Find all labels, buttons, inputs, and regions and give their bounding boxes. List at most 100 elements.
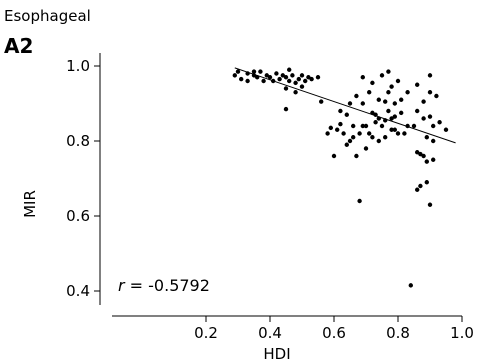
data-point bbox=[293, 80, 298, 86]
data-point bbox=[370, 110, 375, 116]
data-point bbox=[296, 76, 301, 82]
data-point bbox=[341, 131, 346, 136]
data-point bbox=[386, 69, 391, 74]
data-point bbox=[437, 120, 442, 125]
data-point bbox=[264, 73, 269, 78]
data-point bbox=[267, 75, 273, 80]
data-point bbox=[280, 73, 285, 78]
data-point bbox=[360, 101, 365, 106]
data-point bbox=[232, 73, 237, 78]
data-point bbox=[335, 127, 340, 132]
data-point bbox=[421, 153, 426, 159]
data-point bbox=[370, 80, 375, 86]
y-tick-label: 0.6 bbox=[66, 207, 90, 225]
data-point bbox=[344, 112, 349, 117]
data-point bbox=[277, 76, 282, 82]
data-point bbox=[351, 135, 356, 140]
data-point bbox=[389, 116, 394, 121]
data-point bbox=[325, 131, 330, 136]
data-point bbox=[245, 78, 250, 84]
data-point bbox=[418, 183, 423, 189]
data-point bbox=[338, 121, 343, 127]
data-point bbox=[344, 142, 349, 147]
x-tick-label: 1.0 bbox=[450, 324, 474, 342]
y-tick-label: 0.8 bbox=[66, 132, 90, 150]
data-point bbox=[405, 123, 410, 129]
data-point bbox=[357, 131, 362, 136]
data-point bbox=[392, 114, 397, 119]
data-point bbox=[427, 202, 433, 207]
data-point bbox=[405, 90, 410, 95]
data-point bbox=[411, 123, 417, 129]
y-tick-label: 1.0 bbox=[66, 57, 90, 75]
data-point bbox=[347, 138, 353, 144]
data-point bbox=[402, 131, 407, 136]
x-ticks: 0.2 0.4 0.6 0.8 1.0 bbox=[194, 316, 474, 342]
x-axis-label: HDI bbox=[263, 345, 290, 361]
data-point bbox=[258, 69, 263, 74]
data-point bbox=[239, 76, 244, 82]
data-point bbox=[287, 78, 292, 84]
data-point bbox=[376, 97, 381, 102]
data-point bbox=[251, 69, 257, 74]
data-point bbox=[354, 153, 359, 159]
data-point bbox=[383, 99, 388, 104]
data-point bbox=[389, 84, 394, 89]
y-ticks: 0.4 0.6 0.8 1.0 bbox=[66, 57, 100, 300]
x-tick-label: 0.4 bbox=[258, 324, 282, 342]
data-point bbox=[421, 116, 426, 121]
data-point bbox=[373, 120, 378, 125]
y-tick-label: 0.4 bbox=[66, 282, 90, 300]
data-point bbox=[431, 138, 436, 144]
data-point bbox=[389, 127, 394, 132]
data-point bbox=[245, 71, 250, 76]
data-point bbox=[392, 127, 397, 132]
data-point bbox=[255, 75, 260, 80]
data-point bbox=[287, 67, 292, 72]
chart-subtitle: Esophageal bbox=[4, 7, 91, 25]
data-point bbox=[315, 75, 321, 80]
data-point bbox=[363, 146, 369, 151]
data-point bbox=[427, 73, 433, 78]
data-point bbox=[427, 114, 433, 119]
r-symbol: r bbox=[118, 276, 126, 295]
data-point bbox=[395, 131, 401, 136]
data-point bbox=[379, 73, 385, 78]
data-point bbox=[251, 73, 257, 78]
data-point bbox=[303, 78, 308, 84]
trend-line bbox=[234, 67, 456, 144]
data-point bbox=[328, 125, 333, 131]
data-point bbox=[415, 108, 420, 114]
correlation-annotation: r = -0.5792 bbox=[118, 276, 210, 295]
x-tick-label: 0.8 bbox=[386, 324, 410, 342]
data-point bbox=[373, 112, 378, 117]
panel-label: A2 bbox=[4, 34, 33, 58]
data-point bbox=[357, 198, 362, 204]
data-point bbox=[399, 110, 404, 116]
data-point bbox=[395, 78, 401, 84]
data-point bbox=[376, 138, 381, 144]
data-point bbox=[319, 99, 324, 104]
data-point bbox=[354, 93, 359, 99]
data-point bbox=[392, 101, 397, 106]
data-point bbox=[283, 106, 289, 112]
data-point bbox=[299, 73, 305, 78]
data-point bbox=[431, 157, 436, 162]
data-point bbox=[418, 151, 423, 157]
data-point bbox=[421, 99, 426, 104]
data-point bbox=[431, 123, 436, 129]
data-point bbox=[347, 101, 353, 106]
data-point bbox=[434, 93, 439, 99]
data-point bbox=[283, 75, 289, 80]
data-point bbox=[360, 75, 365, 80]
data-point bbox=[415, 150, 420, 155]
data-point bbox=[271, 78, 276, 84]
data-point bbox=[351, 123, 356, 129]
r-value: = -0.5792 bbox=[125, 276, 210, 295]
data-point bbox=[408, 283, 413, 288]
data-point bbox=[424, 180, 429, 185]
data-point bbox=[274, 71, 279, 76]
data-point bbox=[399, 97, 404, 102]
data-point bbox=[363, 123, 369, 129]
